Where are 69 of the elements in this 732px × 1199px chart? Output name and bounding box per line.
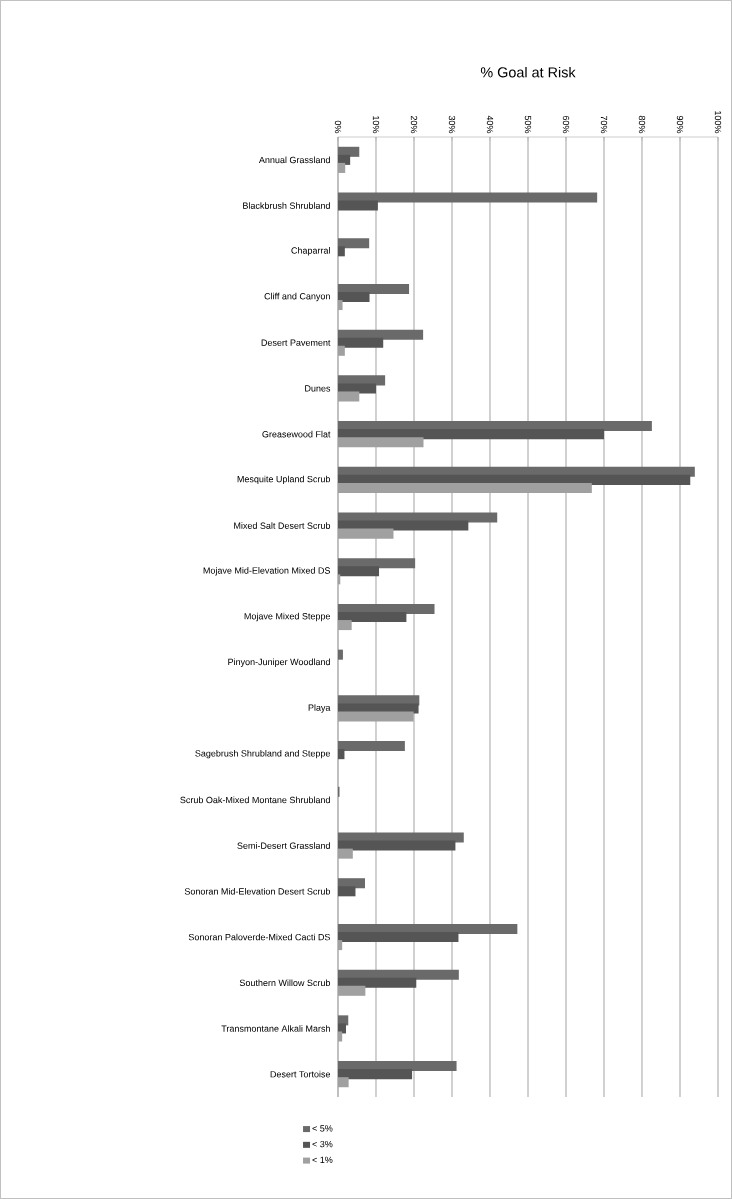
y-tick-label: Mixed Salt Desert Scrub: [234, 522, 331, 529]
y-tick-label: Mesquite Upland Scrub: [237, 475, 331, 485]
bar: [338, 848, 353, 859]
bar: [338, 437, 424, 448]
bar: [338, 985, 366, 996]
legend-label: < 1%: [312, 1156, 333, 1164]
y-tick-label: Playa: [308, 704, 331, 713]
x-tick-label: 90%: [676, 115, 684, 134]
legend-label: < 5%: [312, 1125, 333, 1132]
y-tick-label: Greasewood Flat: [262, 430, 331, 438]
y-tick-label: Southern Willow Scrub: [239, 979, 331, 987]
bar: [338, 528, 394, 539]
y-tick-label: Pinyon-Juniper Woodland: [228, 658, 330, 667]
x-tick-label: 50%: [524, 115, 532, 134]
bar: [338, 977, 417, 988]
bar: [338, 566, 380, 577]
bar: [338, 711, 414, 722]
bar: [338, 1077, 349, 1088]
y-tick-label: Desert Tortoise: [270, 1070, 331, 1078]
bar: [338, 291, 370, 303]
bar: [338, 337, 384, 348]
y-tick-label: Sagebrush Shrubland and Steppe: [195, 749, 331, 759]
y-tick-label: Transmontane Alkali Marsh: [221, 1025, 330, 1032]
chart-title: % Goal at Risk: [480, 66, 576, 78]
y-tick-label: Annual Grassland: [258, 156, 330, 164]
bar: [338, 391, 360, 402]
y-tick-label: Mojave Mid-Elevation Mixed DS: [203, 567, 331, 576]
bar: [338, 300, 343, 311]
bar: [338, 649, 343, 660]
y-tick-label: Mojave Mixed Steppe: [244, 612, 331, 622]
bar: [338, 482, 592, 493]
bar: [338, 1031, 343, 1042]
bar: [338, 429, 604, 440]
bar: [338, 931, 459, 943]
bar: [338, 246, 345, 257]
y-tick-label: Chaparral: [291, 247, 330, 256]
y-tick-label: Cliff and Canyon: [264, 292, 330, 302]
x-tick-label: 20%: [410, 115, 418, 134]
bar: [338, 611, 407, 623]
x-tick-label: 30%: [448, 115, 456, 134]
y-tick-label: Blackbrush Shrubland: [243, 202, 330, 209]
y-tick-label: Desert Pavement: [261, 339, 331, 346]
bar: [338, 620, 352, 631]
bar: [338, 345, 345, 356]
y-tick-label: Sonoran Mid-Elevation Desert Scrub: [184, 887, 331, 895]
x-tick-label: 60%: [562, 115, 570, 134]
y-tick-label: Sonoran Paloverde-Mixed Cacti DS: [188, 933, 331, 941]
bar: [338, 940, 343, 951]
x-tick-label: 10%: [372, 116, 380, 134]
bar: [338, 162, 346, 173]
bar: [338, 886, 356, 897]
x-tick-label: 100%: [714, 111, 722, 134]
x-tick-label: 40%: [486, 115, 494, 134]
bar: [338, 1069, 413, 1080]
y-tick-label: Semi-Desert Grassland: [237, 842, 330, 849]
x-tick-label: 80%: [638, 115, 646, 134]
bar: [338, 749, 345, 760]
bar: [338, 741, 405, 752]
x-tick-label: 70%: [600, 115, 608, 134]
bar: [338, 840, 456, 851]
bar: [338, 200, 378, 211]
y-tick-label: Dunes: [305, 385, 331, 392]
bar: [338, 520, 469, 531]
bar: [338, 192, 598, 203]
x-tick-label: 0%: [334, 120, 342, 134]
bar: [338, 238, 370, 249]
y-tick-label: Scrub Oak-Mixed Montane Shrubland: [180, 796, 330, 804]
legend-label: < 3%: [312, 1140, 333, 1148]
bar: [338, 283, 410, 294]
